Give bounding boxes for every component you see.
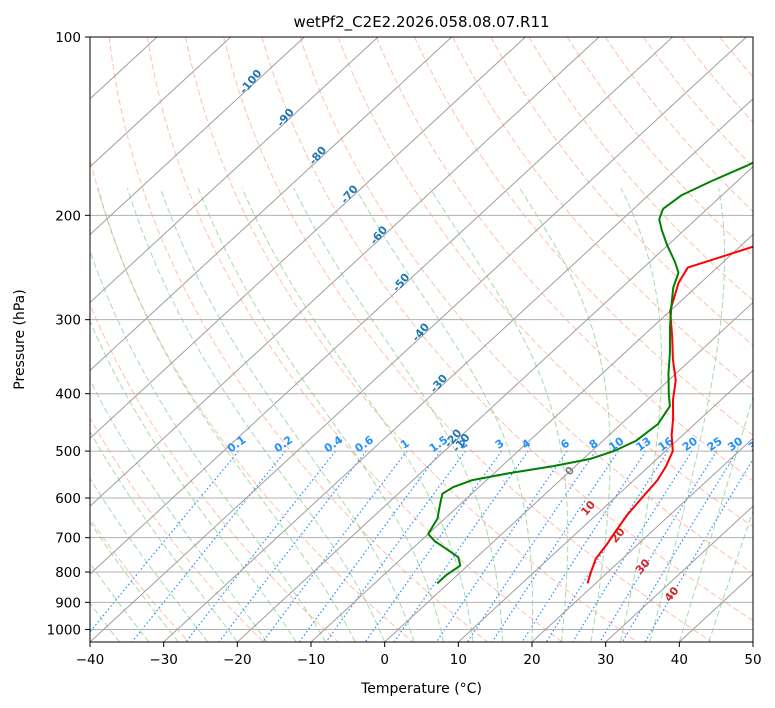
dry-adiabat — [223, 37, 712, 642]
moist-adiabat — [90, 249, 327, 642]
moist-adiabat — [519, 187, 611, 642]
dry-adiabat — [375, 37, 753, 482]
moist-adiabat — [90, 562, 150, 642]
y-tick-label: 400 — [55, 387, 81, 403]
dry-adiabat — [90, 157, 414, 642]
dry-adiabat — [261, 37, 753, 622]
isotherm-line — [90, 37, 379, 304]
x-tick-label: 30 — [597, 652, 614, 668]
plot-frame — [89, 36, 754, 643]
y-tick-label: 800 — [55, 565, 81, 581]
y-tick-label: 200 — [55, 208, 81, 224]
mixing-ratio-line — [435, 450, 568, 642]
y-axis: 100 200 300 400 500 600 700 800 900 1000 — [47, 30, 90, 638]
moist-adiabat — [619, 188, 663, 642]
isotherms — [90, 37, 753, 642]
plot-area: 0.10.20.40.611.52346810131620253036-100-… — [90, 37, 766, 642]
y-tick-label: 700 — [55, 531, 81, 547]
moist-adiabat — [197, 188, 445, 642]
y-tick-label: 300 — [55, 313, 81, 329]
isotherm-line — [90, 37, 600, 507]
dry-adiabat — [299, 37, 753, 574]
y-axis-label: Pressure (hPa) — [12, 289, 28, 389]
dry-adiabat — [185, 37, 638, 642]
moist-adiabat — [97, 188, 356, 642]
x-axis-label: Temperature (°C) — [360, 681, 482, 697]
moist-adiabats — [90, 187, 753, 642]
mixing-ratio-line — [393, 450, 529, 642]
x-tick-label: 20 — [523, 652, 540, 668]
x-tick-label: −30 — [149, 652, 178, 668]
isotherm-line — [90, 37, 453, 372]
moist-adiabat — [90, 477, 209, 642]
dry-adiabat — [452, 37, 753, 391]
moist-adiabat — [355, 187, 534, 642]
dewpoint-trace — [427, 161, 753, 585]
y-tick-label: 600 — [55, 491, 81, 507]
isotherm-line — [310, 233, 753, 642]
isotherm-line — [384, 301, 753, 642]
moist-adiabat — [160, 188, 415, 642]
pressure-gridlines — [90, 37, 753, 630]
dry-adiabat — [643, 37, 753, 168]
chart-title: wetPf2_C2E2.2026.058.08.07.R11 — [293, 13, 549, 32]
x-axis: −40 −30 −20 −10 0 10 20 30 40 50 — [76, 642, 762, 668]
isotherm-line — [90, 37, 747, 642]
y-tick-label: 100 — [55, 30, 81, 46]
moist-adiabat — [90, 521, 179, 642]
isotherm-line — [531, 437, 753, 642]
mixing-ratio-line — [325, 450, 466, 642]
dry-adiabat — [337, 37, 753, 528]
x-tick-label: 10 — [450, 652, 467, 668]
isotherm-line — [457, 369, 753, 642]
isotherm-line — [90, 37, 526, 439]
mixing-ratio-line — [185, 450, 336, 642]
mixing-ratio-line — [262, 450, 408, 642]
isotherm-line — [90, 37, 305, 236]
dry-adiabat — [604, 37, 753, 213]
sounding-traces — [427, 161, 753, 585]
mixing-ratio-line — [218, 450, 367, 642]
y-tick-label: 500 — [55, 444, 81, 460]
isotherm-line — [90, 37, 232, 168]
moist-adiabat — [293, 188, 504, 642]
x-tick-label: −20 — [223, 652, 252, 668]
dry-adiabat — [490, 37, 753, 346]
mixing-ratio-line — [572, 450, 693, 642]
x-tick-label: −10 — [297, 652, 326, 668]
isotherm-line — [90, 37, 674, 575]
dry-adiabat — [146, 37, 563, 642]
isotherm-line — [236, 166, 753, 642]
moist-adiabat — [90, 378, 268, 642]
y-tick-label: 900 — [55, 595, 81, 611]
y-tick-label: 1000 — [47, 622, 81, 638]
moist-adiabat — [127, 188, 386, 642]
x-tick-label: −40 — [76, 652, 105, 668]
dry-adiabat — [528, 37, 753, 302]
isotherm-line — [163, 98, 753, 642]
moist-adiabat — [90, 320, 297, 642]
mixing-ratio-line — [131, 450, 286, 642]
mixing-ratio-label: 36 — [746, 434, 766, 454]
moist-adiabat — [678, 394, 753, 642]
moist-adiabat — [90, 430, 238, 642]
mixing-ratio-line — [621, 450, 738, 642]
dry-adiabat — [90, 416, 264, 642]
x-tick-label: 50 — [744, 652, 761, 668]
dry-adiabat — [90, 517, 190, 642]
x-tick-label: 0 — [380, 652, 389, 668]
isotherm-line — [605, 505, 753, 642]
mixing-ratio-line — [90, 450, 240, 633]
mixing-ratio-line — [644, 458, 753, 642]
temperature-trace — [586, 245, 753, 584]
x-tick-label: 40 — [671, 652, 688, 668]
mixing-ratio-line — [599, 450, 718, 642]
